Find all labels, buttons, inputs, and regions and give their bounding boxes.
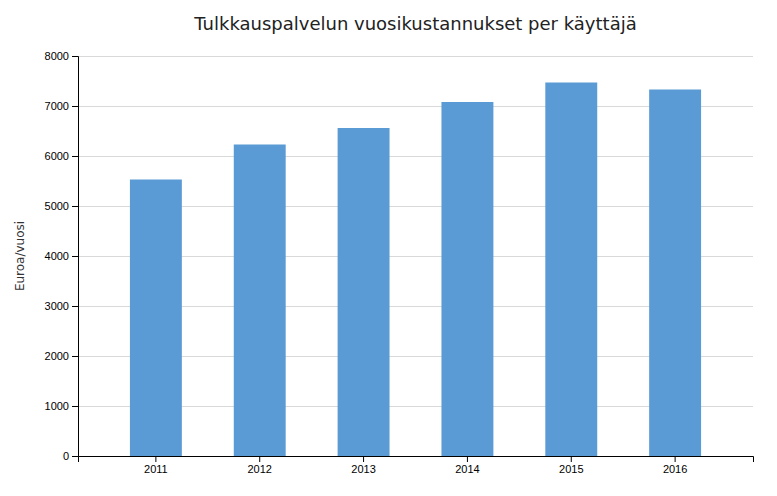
y-tick-mark [72, 206, 78, 207]
y-tick-mark [72, 406, 78, 407]
chart: 0100020003000400050006000700080002011201… [0, 0, 777, 496]
x-tick-label: 2016 [663, 463, 687, 475]
x-tick: 2015 [559, 456, 583, 475]
y-tick-label: 4000 [45, 250, 69, 262]
x-tick-mark [675, 456, 676, 462]
y-tick-mark [72, 456, 78, 457]
x-tick: 2012 [247, 456, 271, 475]
x-axis-line [79, 457, 754, 463]
bar [545, 83, 597, 457]
y-tick-label: 7000 [45, 100, 69, 112]
grid-line [78, 56, 753, 57]
y-axis-title: Euroa/vuosi [13, 221, 27, 291]
x-tick: 2013 [351, 456, 375, 475]
x-tick-mark [467, 456, 468, 462]
x-tick-label: 2013 [351, 463, 375, 475]
x-tick-mark [155, 456, 156, 462]
y-tick: 1000 [45, 400, 78, 412]
y-tick-label: 2000 [45, 350, 69, 362]
y-tick-mark [72, 156, 78, 157]
y-tick-label: 0 [63, 450, 69, 462]
y-tick: 6000 [45, 150, 78, 162]
y-tick-mark [72, 56, 78, 57]
x-tick-mark [363, 456, 364, 462]
plot-area: 0100020003000400050006000700080002011201… [45, 50, 754, 475]
bar [649, 90, 701, 457]
y-tick-mark [72, 256, 78, 257]
x-tick: 2016 [663, 456, 687, 475]
title: Tulkkauspalvelun vuosikustannukset per k… [193, 13, 636, 34]
x-tick: 2014 [455, 456, 479, 475]
x-axis: 2011 2012 2013 2014 2015 2016 [79, 456, 754, 475]
y-tick: 2000 [45, 350, 78, 362]
y-tick: 7000 [45, 100, 78, 112]
y-tick: 4000 [45, 250, 78, 262]
grid [78, 57, 753, 457]
bar [338, 128, 390, 456]
x-tick-label: 2014 [455, 463, 479, 475]
x-tick-mark [259, 456, 260, 462]
y-tick-label: 3000 [45, 300, 69, 312]
y-tick-mark [72, 356, 78, 357]
x-tick-label: 2015 [559, 463, 583, 475]
y-tick-label: 8000 [45, 50, 69, 62]
bar [234, 145, 286, 457]
bars [130, 83, 701, 457]
y-tick: 0 [63, 450, 78, 462]
bar [441, 102, 493, 456]
grid-tick [78, 56, 753, 57]
x-tick-label: 2011 [144, 463, 168, 475]
y-axis: 0 1000 2000 3000 4000 5000 6000 7000 8000 [45, 50, 79, 462]
x-tick-label: 2012 [247, 463, 271, 475]
x-tick-mark [571, 456, 572, 462]
y-tick-label: 1000 [45, 400, 69, 412]
y-tick-label: 6000 [45, 150, 69, 162]
y-tick-mark [72, 106, 78, 107]
y-tick: 8000 [45, 50, 78, 62]
y-tick-mark [72, 306, 78, 307]
bar [130, 180, 182, 457]
x-tick: 2011 [144, 456, 168, 475]
y-tick: 5000 [45, 200, 78, 212]
y-tick: 3000 [45, 300, 78, 312]
y-axis-line [72, 57, 79, 457]
y-tick-label: 5000 [45, 200, 69, 212]
